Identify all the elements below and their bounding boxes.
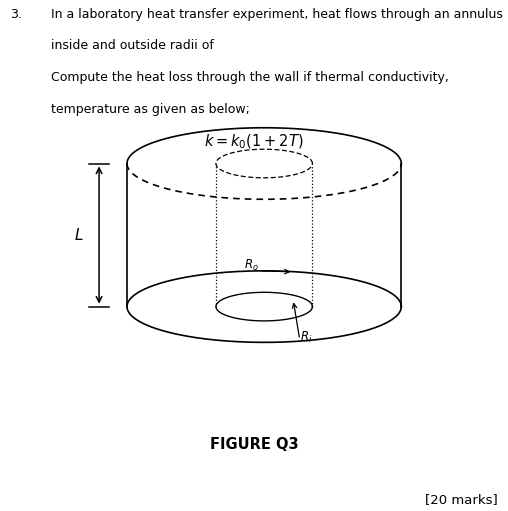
Text: FIGURE Q3: FIGURE Q3 — [210, 437, 298, 452]
Text: $k = k_0(1 + 2T)$: $k = k_0(1 + 2T)$ — [204, 133, 304, 151]
Text: $R_i$: $R_i$ — [300, 330, 312, 345]
Text: 3.: 3. — [10, 8, 22, 20]
Text: Compute the heat loss through the wall if thermal conductivity,: Compute the heat loss through the wall i… — [51, 71, 453, 84]
Text: $R_o$: $R_o$ — [244, 258, 259, 273]
Text: $L$: $L$ — [74, 227, 83, 243]
Text: In a laboratory heat transfer experiment, heat flows through an annulus pipe wit: In a laboratory heat transfer experiment… — [51, 8, 508, 20]
Text: temperature as given as below;: temperature as given as below; — [51, 103, 249, 115]
Text: [20 marks]: [20 marks] — [425, 493, 498, 506]
Text: inside and outside radii of: inside and outside radii of — [51, 39, 217, 52]
